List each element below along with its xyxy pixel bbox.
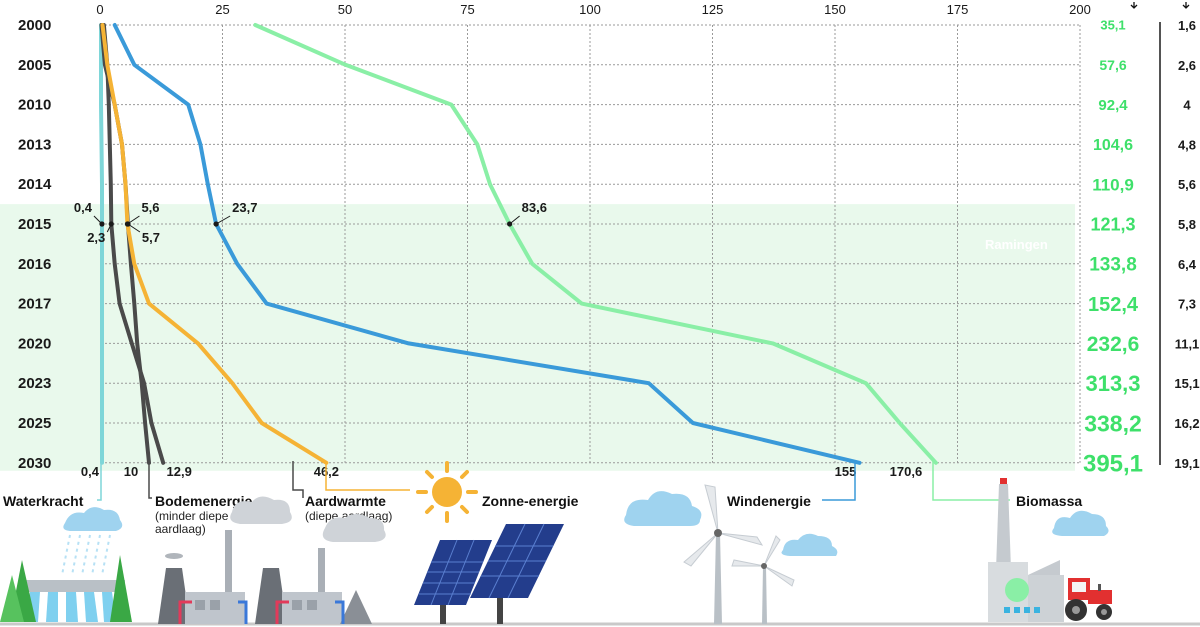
- series-line-biomassa: [253, 23, 938, 465]
- percent-value: 15,1: [1174, 376, 1199, 391]
- series-line-windenergie: [112, 23, 862, 465]
- year-label: 2017: [18, 296, 51, 313]
- solar-panel-icon: [414, 523, 564, 624]
- percent-value: 5,6: [1178, 177, 1196, 192]
- projection-label: Ramingen: [985, 237, 1048, 252]
- x-tick-label: 200: [1069, 2, 1091, 17]
- x-tick-label: 100: [579, 2, 601, 17]
- arrow-down-icon: [1182, 2, 1190, 9]
- point-label: 23,7: [232, 200, 257, 215]
- percent-value: 7,3: [1178, 297, 1196, 312]
- end-label: 12,9: [167, 464, 192, 479]
- wind-turbine-icon: [683, 484, 795, 624]
- cloud-icon: [624, 491, 1109, 556]
- source-biomassa: Biomassa: [1016, 493, 1082, 509]
- total-value: 104,6: [1093, 137, 1133, 154]
- source-bodemenergie-sub1: (minder diepe: [155, 509, 229, 523]
- source-zonne: Zonne-energie: [482, 493, 579, 509]
- series-line-aardwarmte: [100, 23, 329, 465]
- percent-column: 1,6 2,6 4 4,8 5,6 5,8 6,4 7,3 11,1 15,1 16,2 19,1: [1174, 18, 1199, 471]
- year-label: 2016: [18, 256, 51, 273]
- total-value: 232,6: [1087, 333, 1140, 356]
- point-marker: [507, 221, 513, 227]
- percent-value: 2,6: [1178, 58, 1196, 73]
- percent-value: 4,8: [1178, 137, 1196, 152]
- biomass-plant-icon: [988, 478, 1064, 622]
- connectors: [97, 461, 1010, 501]
- total-value: 395,1: [1083, 450, 1143, 477]
- y-axis-years: 2000 2005 2010 2013 2014 2015 2016 2017 2020 2023…: [18, 17, 52, 472]
- year-label: 2000: [18, 17, 51, 34]
- sun-icon: [416, 461, 478, 523]
- end-labels: 0,4 10 12,9 46,2 155 170,6: [81, 464, 922, 479]
- year-label: 2013: [18, 136, 51, 153]
- total-value: 338,2: [1084, 410, 1142, 436]
- point-leader: [215, 215, 231, 225]
- point-label: 5,6: [141, 200, 159, 215]
- percent-value: 4: [1183, 98, 1191, 113]
- percent-value: 5,8: [1178, 217, 1196, 232]
- x-tick-label: 75: [460, 2, 474, 17]
- source-waterkracht: Waterkracht: [3, 493, 84, 509]
- point-label: 5,7: [142, 230, 160, 245]
- end-label: 155: [835, 464, 857, 479]
- factory-icon: [158, 496, 386, 624]
- source-aardwarmte: Aardwarmte: [305, 493, 386, 509]
- end-label: 170,6: [890, 464, 923, 479]
- total-value: 110,9: [1092, 175, 1134, 194]
- point-labels: 0,4 2,3 5,6 5,7 23,7 83,6: [74, 200, 547, 245]
- end-label: 0,4: [81, 464, 100, 479]
- percent-value: 19,1: [1174, 456, 1199, 471]
- percent-value: 16,2: [1174, 416, 1199, 431]
- x-tick-label: 25: [215, 2, 229, 17]
- totals-column: 35,1 57,6 92,4 104,6 110,9 121,3 133,8 152,4 232…: [1083, 18, 1143, 478]
- x-tick-label: 175: [947, 2, 969, 17]
- total-value: 121,3: [1090, 214, 1135, 234]
- point-label: 83,6: [522, 200, 547, 215]
- waterfall-dam-icon: [0, 507, 132, 622]
- x-axis-ticks: 0 25 50 75 100 125 150 175 200: [96, 2, 1090, 17]
- year-label: 2015: [18, 216, 51, 233]
- total-value: 57,6: [1099, 57, 1126, 73]
- series-lines: [99, 23, 938, 465]
- grid: [105, 24, 1081, 464]
- point-marker: [125, 221, 131, 227]
- x-tick-label: 50: [338, 2, 352, 17]
- year-label: 2014: [18, 176, 52, 193]
- point-marker: [99, 221, 105, 227]
- total-value: 92,4: [1098, 97, 1128, 114]
- year-label: 2005: [18, 57, 51, 74]
- total-value: 35,1: [1100, 18, 1125, 33]
- source-bodemenergie: Bodemenergie: [155, 493, 252, 509]
- percent-value: 1,6: [1178, 18, 1196, 33]
- arrow-down-icon: [1130, 2, 1138, 9]
- end-label: 10: [124, 464, 138, 479]
- x-tick-label: 125: [702, 2, 724, 17]
- point-marker: [108, 221, 114, 227]
- column-arrows: [1130, 2, 1190, 9]
- total-value: 133,8: [1089, 255, 1137, 276]
- point-label: 2,3: [87, 230, 105, 245]
- projection-band: [0, 204, 1075, 471]
- source-wind: Windenergie: [727, 493, 811, 509]
- x-tick-label: 150: [824, 2, 846, 17]
- total-value: 152,4: [1088, 294, 1139, 316]
- point-marker: [213, 221, 219, 227]
- series-line-waterkracht: [99, 23, 104, 465]
- percent-value: 6,4: [1178, 257, 1197, 272]
- total-value: 313,3: [1085, 371, 1140, 396]
- tractor-icon: [1065, 578, 1112, 621]
- series-line-bodemenergie: [101, 23, 166, 465]
- source-bodemenergie-sub2: aardlaag): [155, 522, 206, 536]
- point-label: 0,4: [74, 200, 93, 215]
- year-label: 2025: [18, 415, 51, 432]
- year-label: 2030: [18, 455, 51, 472]
- x-tick-label: 0: [96, 2, 103, 17]
- percent-value: 11,1: [1175, 336, 1200, 351]
- year-label: 2010: [18, 97, 51, 114]
- year-label: 2020: [18, 335, 51, 352]
- year-label: 2023: [18, 375, 51, 392]
